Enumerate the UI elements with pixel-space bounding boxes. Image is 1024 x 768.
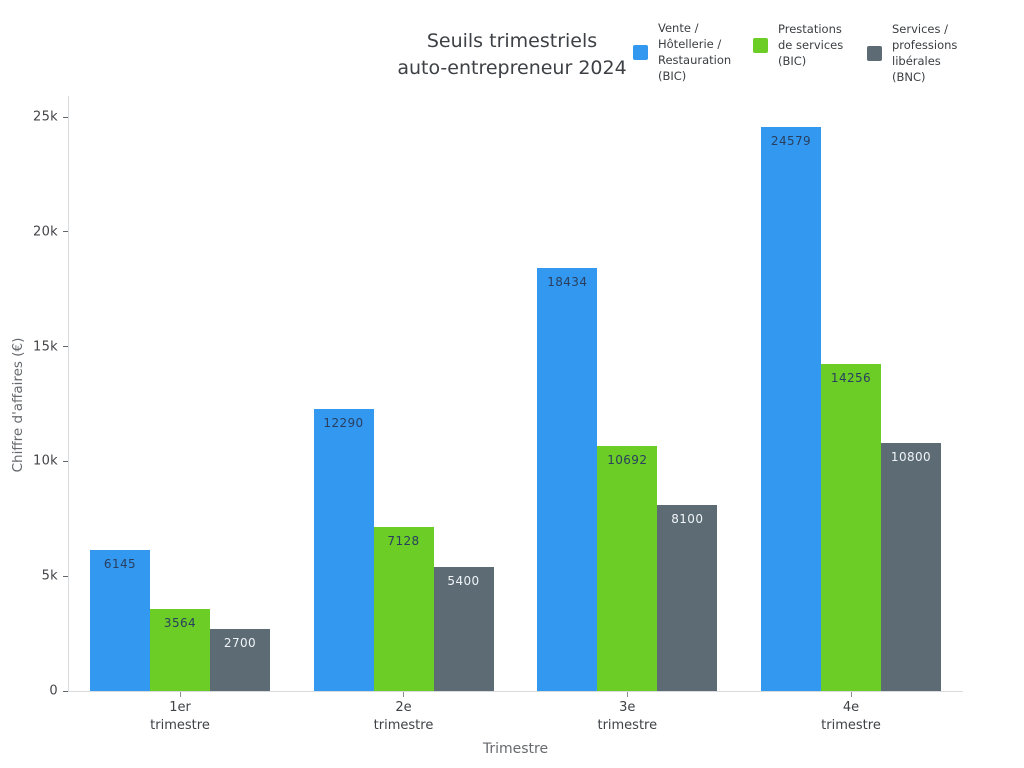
bar-vente-h-tellerie-restauration-bic-q3[interactable]: 18434 bbox=[537, 267, 598, 691]
bar-value-label: 5400 bbox=[447, 574, 480, 589]
y-tick-mark bbox=[63, 690, 68, 692]
bar-value-label: 10692 bbox=[607, 452, 648, 467]
legend-item-2[interactable]: Services / professions libérales (BNC) bbox=[867, 21, 957, 85]
x-tick-mark bbox=[850, 692, 852, 697]
legend-item-label: Vente / Hôtellerie / Restauration (BIC) bbox=[658, 21, 732, 83]
bar-vente-h-tellerie-restauration-bic-q1[interactable]: 6145 bbox=[90, 549, 150, 691]
bar-services-professions-lib-rales-bnc-q1[interactable]: 2700 bbox=[210, 629, 270, 691]
x-tick-mark bbox=[403, 692, 404, 697]
y-tick-mark bbox=[63, 460, 68, 462]
legend-item-label: Prestations de services (BIC) bbox=[778, 22, 844, 68]
chart-title: Seuils trimestriels auto-entrepreneur 20… bbox=[312, 28, 712, 82]
legend-item-0[interactable]: Vente / Hôtellerie / Restauration (BIC) bbox=[633, 20, 731, 84]
bar-value-label: 14256 bbox=[830, 370, 872, 385]
bar-value-label: 24579 bbox=[770, 133, 812, 148]
legend-swatch-icon bbox=[753, 37, 768, 53]
x-axis-line bbox=[68, 691, 963, 692]
y-axis-line bbox=[68, 96, 69, 691]
bar-value-label: 7128 bbox=[387, 534, 420, 549]
bar-services-professions-lib-rales-bnc-q4[interactable]: 10800 bbox=[881, 443, 941, 691]
x-tick-label: 3e trimestre bbox=[597, 700, 658, 733]
legend-item-1[interactable]: Prestations de services (BIC) bbox=[753, 21, 843, 69]
bar-vente-h-tellerie-restauration-bic-q2[interactable]: 12290 bbox=[313, 408, 374, 691]
bar-value-label: 3564 bbox=[163, 616, 197, 631]
y-tick-mark bbox=[63, 575, 68, 577]
x-tick-label: 2e trimestre bbox=[373, 700, 434, 733]
chart-title-line1: Seuils trimestriels bbox=[426, 30, 598, 52]
y-tick-label: 20k bbox=[33, 224, 58, 240]
legend-swatch-icon bbox=[633, 44, 648, 60]
bar-services-professions-lib-rales-bnc-q2[interactable]: 5400 bbox=[433, 567, 494, 691]
x-tick-mark bbox=[179, 692, 181, 697]
bar-value-label: 18434 bbox=[547, 274, 588, 289]
x-tick-label: 1er trimestre bbox=[150, 700, 210, 733]
bar-value-label: 8100 bbox=[671, 512, 704, 527]
chart-title-line2: auto-entrepreneur 2024 bbox=[397, 57, 627, 79]
y-tick-label: 15k bbox=[33, 339, 58, 355]
bar-prestations-de-services-bic-q4[interactable]: 14256 bbox=[821, 363, 881, 691]
bar-services-professions-lib-rales-bnc-q3[interactable]: 8100 bbox=[657, 505, 718, 691]
bar-vente-h-tellerie-restauration-bic-q4[interactable]: 24579 bbox=[761, 126, 821, 691]
legend-item-label: Services / professions libérales (BNC) bbox=[892, 22, 958, 84]
y-tick-label: 10k bbox=[33, 453, 58, 469]
bar-prestations-de-services-bic-q1[interactable]: 3564 bbox=[150, 609, 210, 691]
bar-prestations-de-services-bic-q3[interactable]: 10692 bbox=[597, 445, 658, 691]
x-tick-label: 4e trimestre bbox=[821, 700, 881, 733]
y-tick-label: 5k bbox=[41, 568, 58, 584]
x-axis-title: Trimestre bbox=[482, 741, 549, 757]
y-tick-mark bbox=[63, 231, 68, 233]
bar-value-label: 12290 bbox=[323, 415, 364, 430]
y-axis-title: Chiffre d'affaires (€) bbox=[10, 337, 26, 473]
legend-swatch-icon bbox=[867, 45, 882, 61]
bar-prestations-de-services-bic-q2[interactable]: 7128 bbox=[373, 527, 434, 691]
y-tick-label: 0 bbox=[49, 683, 58, 699]
x-tick-mark bbox=[626, 692, 628, 697]
y-tick-mark bbox=[63, 346, 68, 348]
y-tick-mark bbox=[63, 116, 68, 118]
y-tick-label: 25k bbox=[33, 109, 58, 125]
bar-value-label: 10800 bbox=[890, 450, 932, 465]
bar-value-label: 2700 bbox=[223, 636, 257, 650]
bar-value-label: 6145 bbox=[103, 556, 137, 571]
